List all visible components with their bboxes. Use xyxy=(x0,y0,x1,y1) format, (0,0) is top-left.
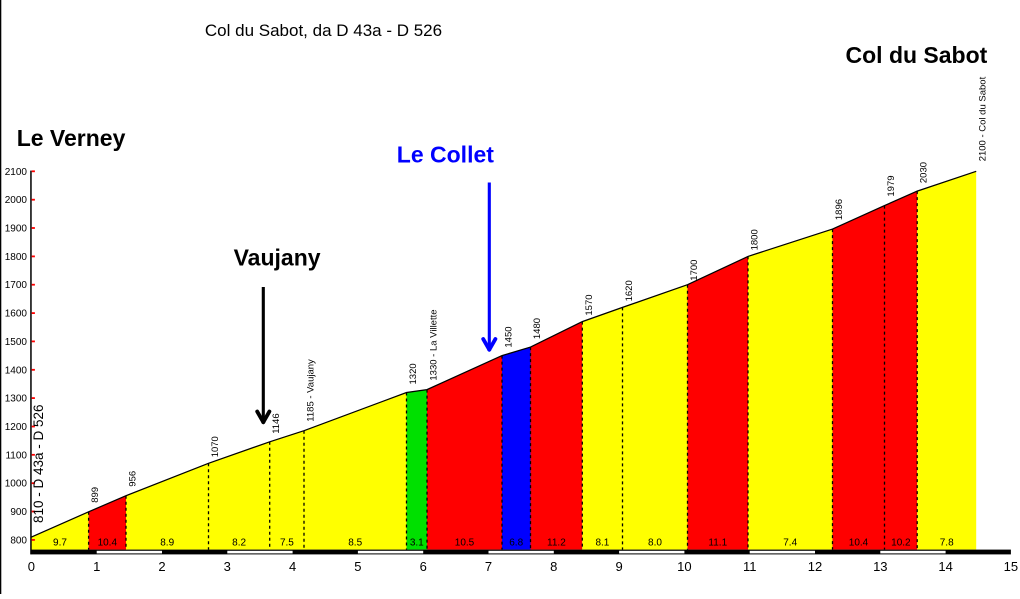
svg-text:1500: 1500 xyxy=(5,337,28,348)
svg-text:1900: 1900 xyxy=(5,224,28,235)
svg-text:8: 8 xyxy=(550,559,557,574)
svg-text:15: 15 xyxy=(1004,559,1018,574)
svg-text:1450: 1450 xyxy=(504,326,515,347)
svg-text:800: 800 xyxy=(10,535,27,546)
svg-text:1070: 1070 xyxy=(210,436,221,457)
svg-text:0: 0 xyxy=(28,559,35,574)
svg-text:1896: 1896 xyxy=(834,199,845,220)
svg-text:2000: 2000 xyxy=(5,195,28,206)
svg-text:1800: 1800 xyxy=(5,252,28,263)
svg-text:956: 956 xyxy=(128,471,139,487)
svg-text:7.4: 7.4 xyxy=(783,538,797,549)
svg-text:14: 14 xyxy=(938,559,952,574)
svg-text:1330 - La Villette: 1330 - La Villette xyxy=(429,309,440,380)
svg-text:1185 - Vaujany: 1185 - Vaujany xyxy=(306,359,317,422)
svg-text:8.1: 8.1 xyxy=(595,538,609,549)
svg-text:10.2: 10.2 xyxy=(891,538,911,549)
svg-text:1570: 1570 xyxy=(584,294,595,315)
svg-text:Col du Sabot: Col du Sabot xyxy=(846,42,988,68)
svg-text:899: 899 xyxy=(90,487,101,503)
svg-text:1400: 1400 xyxy=(5,365,28,376)
svg-text:1000: 1000 xyxy=(5,479,28,490)
svg-text:3.1: 3.1 xyxy=(410,538,424,549)
svg-text:Col du Sabot, da D 43a - D 526: Col du Sabot, da D 43a - D 526 xyxy=(205,21,442,40)
svg-text:2030: 2030 xyxy=(919,162,930,183)
svg-text:11: 11 xyxy=(743,559,757,574)
svg-text:1800: 1800 xyxy=(750,229,761,250)
svg-text:1300: 1300 xyxy=(5,394,28,405)
svg-text:1620: 1620 xyxy=(624,280,635,301)
svg-text:10.4: 10.4 xyxy=(98,538,118,549)
svg-text:Le Collet: Le Collet xyxy=(397,142,494,168)
svg-text:7: 7 xyxy=(485,559,492,574)
svg-text:900: 900 xyxy=(10,507,27,518)
svg-text:11.2: 11.2 xyxy=(547,538,566,549)
svg-text:1700: 1700 xyxy=(689,260,700,281)
svg-text:1700: 1700 xyxy=(5,280,28,291)
svg-text:1480: 1480 xyxy=(532,318,543,339)
svg-text:1: 1 xyxy=(93,559,100,574)
svg-text:9: 9 xyxy=(615,559,622,574)
svg-text:10.4: 10.4 xyxy=(849,538,869,549)
svg-text:11.1: 11.1 xyxy=(708,538,727,549)
svg-text:810 - D 43a - D 526: 810 - D 43a - D 526 xyxy=(31,404,46,523)
svg-text:1146: 1146 xyxy=(271,413,282,433)
svg-text:2100 - Col du Sabot: 2100 - Col du Sabot xyxy=(978,76,989,161)
svg-text:7.8: 7.8 xyxy=(940,538,954,549)
svg-text:2100: 2100 xyxy=(5,167,28,178)
svg-text:1320: 1320 xyxy=(408,363,419,384)
svg-text:6.8: 6.8 xyxy=(509,538,523,549)
svg-text:13: 13 xyxy=(873,559,887,574)
svg-text:1600: 1600 xyxy=(5,309,28,320)
svg-text:3: 3 xyxy=(224,559,231,574)
svg-text:9.7: 9.7 xyxy=(53,538,67,549)
svg-text:6: 6 xyxy=(420,559,427,574)
svg-text:1979: 1979 xyxy=(886,175,897,196)
svg-text:8.9: 8.9 xyxy=(160,538,174,549)
svg-text:12: 12 xyxy=(808,559,822,574)
svg-text:10: 10 xyxy=(677,559,691,574)
svg-text:5: 5 xyxy=(354,559,361,574)
svg-text:1200: 1200 xyxy=(5,422,28,433)
svg-text:1100: 1100 xyxy=(5,450,27,461)
svg-text:Vaujany: Vaujany xyxy=(234,245,321,271)
svg-text:4: 4 xyxy=(289,559,296,574)
svg-text:Le Verney: Le Verney xyxy=(17,125,126,151)
svg-text:8.0: 8.0 xyxy=(648,538,662,549)
svg-text:7.5: 7.5 xyxy=(280,538,294,549)
svg-text:8.2: 8.2 xyxy=(232,538,246,549)
svg-text:2: 2 xyxy=(158,559,165,574)
svg-text:10.5: 10.5 xyxy=(455,538,475,549)
svg-text:8.5: 8.5 xyxy=(348,538,362,549)
